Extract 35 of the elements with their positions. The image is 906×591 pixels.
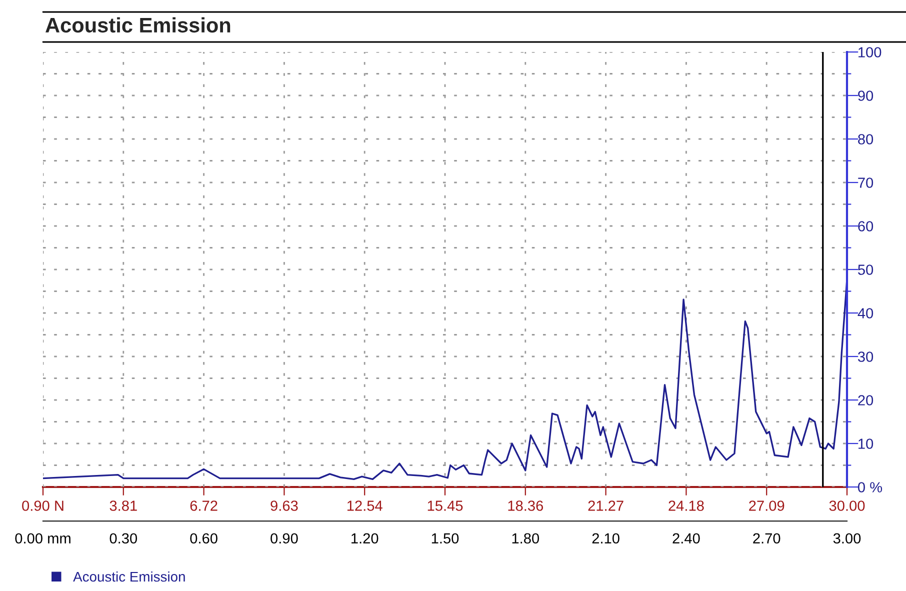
- legend-label: Acoustic Emission: [73, 571, 185, 582]
- x2-tick-label: 3.81: [110, 500, 137, 511]
- x2-tick-label: 6.72: [190, 500, 218, 511]
- x2-tick-label: 24.18: [668, 500, 704, 511]
- x-tick-label: 0.60: [190, 533, 218, 544]
- x-tick-label: 0.90: [270, 533, 298, 544]
- y-tick-label: 70: [858, 178, 874, 188]
- x-tick-label: 1.80: [512, 533, 540, 544]
- x-tick-label: 1.20: [352, 533, 378, 544]
- y-tick-label: 30: [858, 352, 874, 362]
- x-tick-label: 2.40: [672, 533, 700, 544]
- x2-tick-label: 27.09: [749, 500, 784, 511]
- y-tick-label: 0 %: [858, 482, 882, 492]
- y-tick-label: 20: [858, 395, 874, 406]
- y-tick-label: 50: [858, 264, 874, 275]
- y-tick-label: 90: [858, 90, 874, 101]
- x-tick-label: 2.10: [592, 533, 620, 544]
- y-tick-label: 80: [858, 134, 874, 144]
- x2-tick-label: 0.90 N: [22, 500, 64, 511]
- x2-tick-label: 30.00: [829, 500, 865, 511]
- x2-tick-label: 12.54: [347, 500, 382, 511]
- x-tick-label: 2.70: [753, 533, 780, 544]
- x2-tick-label: 18.36: [508, 500, 544, 511]
- y-tick-label: 10: [858, 438, 874, 449]
- x-tick-label: 1.50: [432, 533, 459, 544]
- x-tick-label: 3.00: [833, 533, 861, 544]
- chart-title: Acoustic Emission: [46, 17, 230, 33]
- y-tick-label: 40: [858, 308, 874, 318]
- x2-tick-label: 9.63: [270, 500, 298, 511]
- y-tick-label: 60: [858, 221, 874, 232]
- x2-tick-label: 15.45: [428, 500, 463, 511]
- x-tick-label: 0.30: [110, 533, 138, 544]
- x-tick-label: 0.00 mm: [15, 533, 70, 544]
- x2-tick-label: 21.27: [588, 500, 624, 511]
- y-tick-label: 100: [858, 47, 882, 58]
